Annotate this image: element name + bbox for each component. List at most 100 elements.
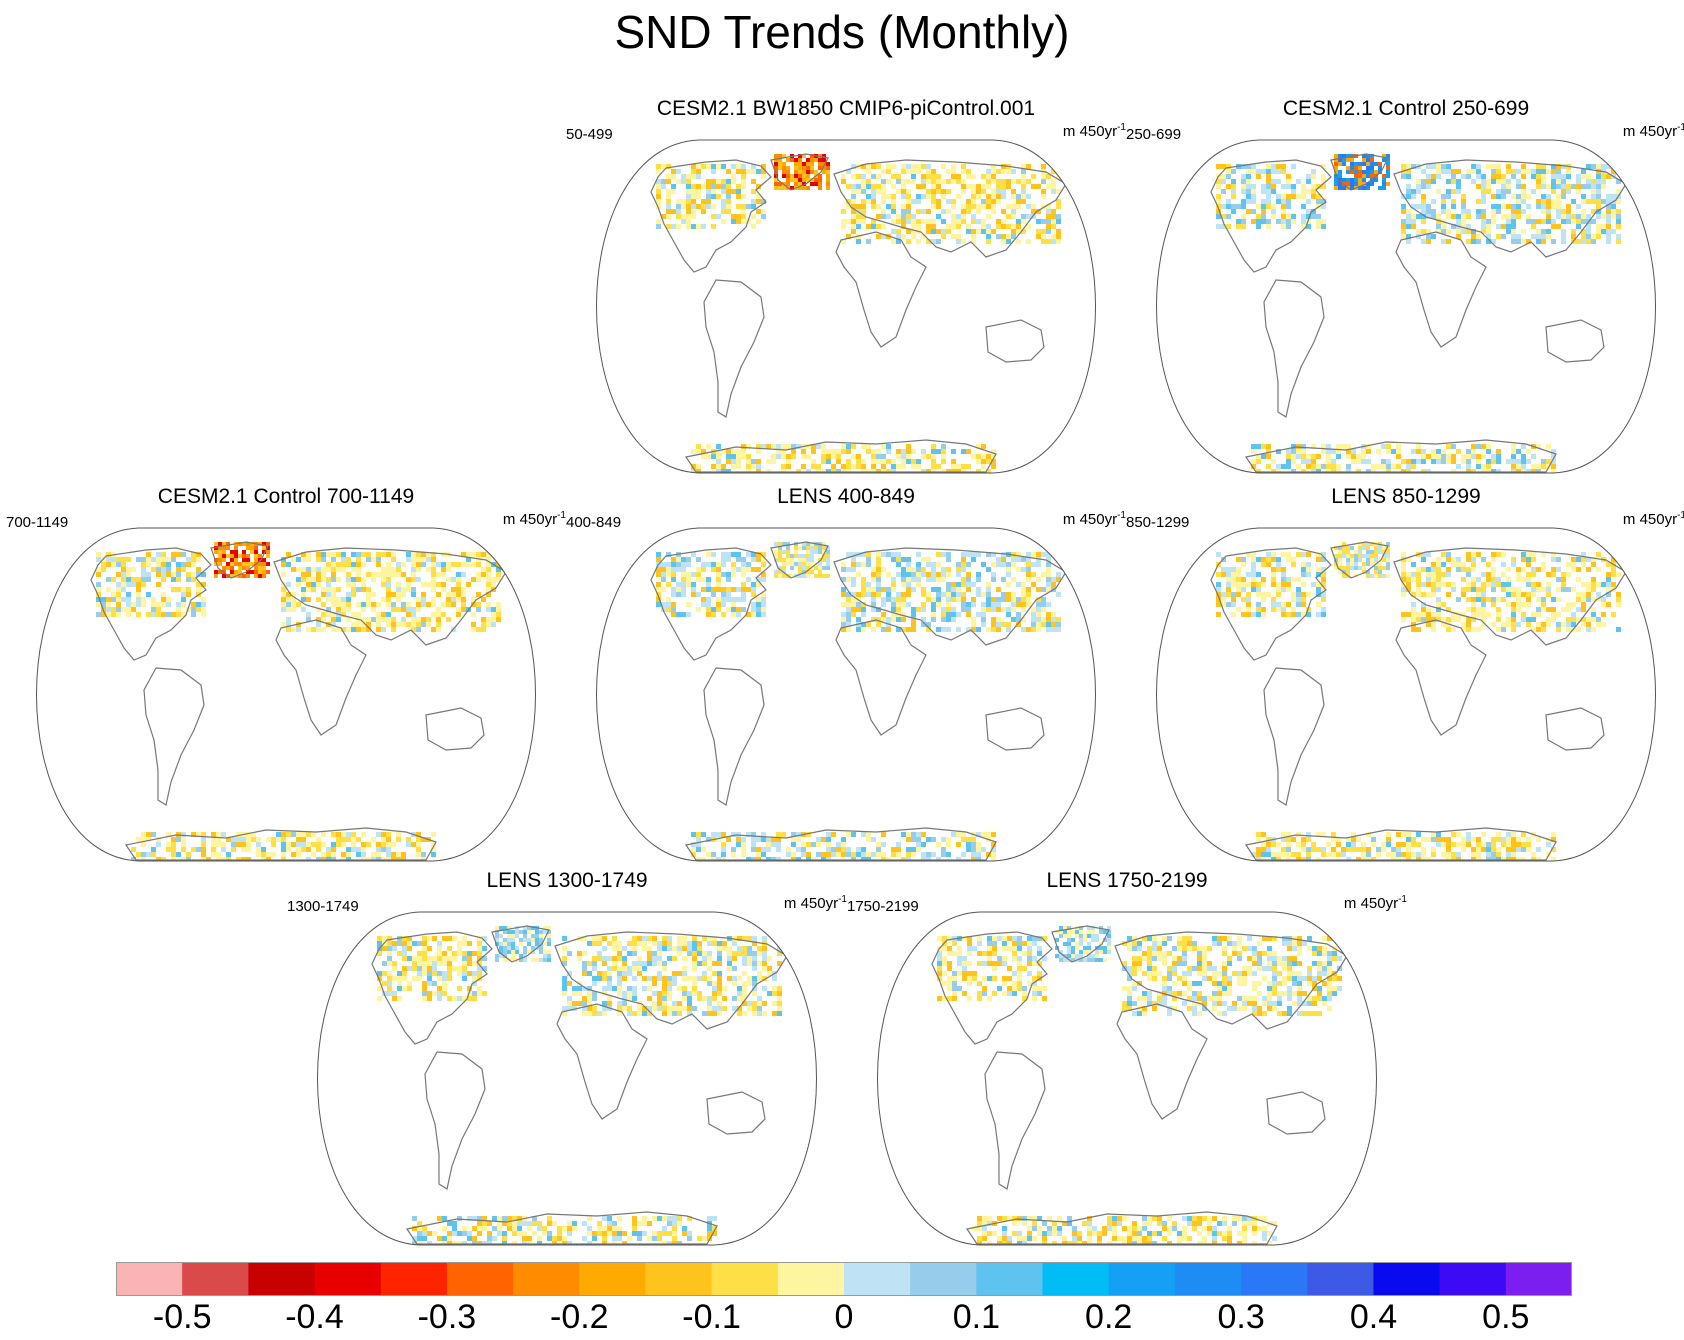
trend-cell [716,194,721,199]
trend-cell [1546,617,1551,622]
trend-cell [376,602,381,607]
trend-cell [1536,234,1541,239]
trend-cell [1334,566,1338,570]
trend-cell [1411,617,1416,622]
trend-cell [1476,587,1481,592]
trend-cell [1516,572,1521,577]
trend-cell [662,991,667,996]
trend-cell [806,546,810,550]
trend-cell [416,552,421,557]
trend-cell [726,194,731,199]
trend-cell [896,592,901,597]
trend-cell [901,169,906,174]
trend-cell [861,164,866,169]
trend-cell [562,991,567,996]
trend-cell [671,607,676,612]
trend-cell [1406,234,1411,239]
trend-cell [846,612,851,617]
trend-cell [291,832,296,837]
trend-cell [951,169,956,174]
trend-cell [402,946,407,951]
trend-cell [1601,602,1606,607]
trend-cell [1531,234,1536,239]
trend-cell [1334,178,1338,182]
trend-cell [1421,209,1426,214]
trend-cell [782,566,786,570]
trend-cell [1342,550,1346,554]
trend-cell [731,572,736,577]
trend-cell [386,852,391,857]
trend-cell [262,542,266,546]
trend-cell [731,214,736,219]
trend-cell [861,577,866,582]
trend-cell [866,179,871,184]
trend-cell [941,577,946,582]
trend-cell [336,607,341,612]
trend-cell [1596,199,1601,204]
trend-cell [612,941,617,946]
trend-cell [861,174,866,179]
trend-cell [936,449,941,454]
trend-cell [881,459,886,464]
trend-cell [1221,572,1226,577]
trend-cell [1596,567,1601,572]
trend-cell [1266,464,1271,469]
trend-cell [761,852,766,857]
trend-cell [286,602,291,607]
trend-cell [1411,627,1416,632]
trend-cell [1338,566,1342,570]
trend-cell [696,169,701,174]
trend-cell [906,199,911,204]
trend-cell [721,612,726,617]
trend-cell [1541,567,1546,572]
trend-cell [1358,178,1362,182]
trend-cell [911,199,916,204]
trend-cell [457,951,462,956]
trend-cell [707,1006,712,1011]
trend-cell [811,464,816,469]
trend-cell [1276,557,1281,562]
trend-cell [911,219,916,224]
trend-cell [1551,837,1556,842]
trend-cell [1056,164,1061,169]
trend-cell [846,552,851,557]
coastline [770,153,829,191]
trend-cell [861,622,866,627]
trend-cell [1471,449,1476,454]
trend-cell [806,562,810,566]
trend-cell [1286,219,1291,224]
trend-cell [1531,582,1536,587]
trend-cell [1046,557,1051,562]
trend-cell [1246,194,1251,199]
trend-cell [351,592,356,597]
trend-cell [306,612,311,617]
trend-cell [881,224,886,229]
trend-cell [1561,164,1566,169]
trend-cell [1346,154,1350,158]
trend-cell [901,617,906,622]
trend-cell [1021,557,1026,562]
trend-cell [1466,617,1471,622]
trend-cell [686,179,691,184]
trend-cell [291,852,296,857]
trend-cell [1276,169,1281,174]
trend-cell [246,832,251,837]
trend-cell [306,567,311,572]
trend-cell [1051,209,1056,214]
trend-cell [156,842,161,847]
trend-cell [871,592,876,597]
trend-cell [457,966,462,971]
trend-cell [901,857,906,861]
trend-cell [572,991,577,996]
trend-cell [1546,209,1551,214]
trend-cell [431,587,436,592]
trend-cell [351,582,356,587]
trend-cell [346,832,351,837]
trend-cell [1451,832,1456,837]
trend-cell [936,602,941,607]
trend-cell [256,847,261,852]
trend-cell [667,1011,672,1016]
trend-cell [311,587,316,592]
trend-cell [1286,837,1291,842]
trend-cell [1036,622,1041,627]
